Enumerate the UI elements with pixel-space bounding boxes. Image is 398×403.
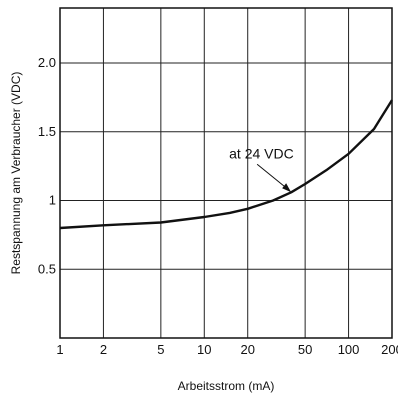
x-axis-label: Arbeitsstrom (mA): [178, 379, 275, 393]
y-tick-label: 2.0: [38, 55, 56, 70]
series-line: [59, 99, 394, 230]
annotation-arrow-line: [256, 163, 290, 191]
x-tick-label: 10: [197, 342, 211, 357]
plot-frame: [59, 7, 393, 339]
x-tick-label: 50: [298, 342, 312, 357]
x-tick-label: 1: [56, 342, 63, 357]
y-tick-label: 0.5: [38, 261, 56, 276]
x-tick-label: 100: [338, 342, 360, 357]
y-tick-label: 1.5: [38, 124, 56, 139]
x-tick-label: 5: [157, 342, 164, 357]
y-axis-label: Restspannung am Verbraucher (VDC): [9, 72, 23, 275]
x-tick-label: 20: [240, 342, 254, 357]
annotation-arrowhead: [282, 183, 292, 193]
y-tick-label: 1: [49, 193, 56, 208]
x-tick-label: 200: [381, 342, 398, 357]
annotation-label: at 24 VDC: [229, 145, 294, 161]
x-tick-label: 2: [100, 342, 107, 357]
